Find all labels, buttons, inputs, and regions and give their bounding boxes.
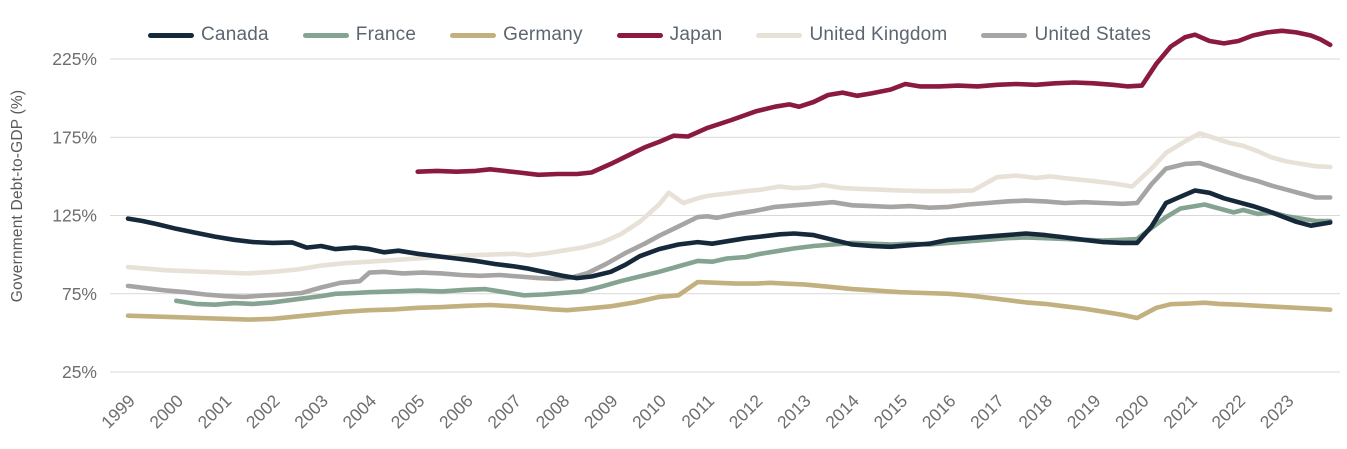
x-tick-label: 2018 xyxy=(1014,391,1056,433)
x-tick-label: 2007 xyxy=(483,391,525,433)
x-tick-label: 2019 xyxy=(1063,391,1105,433)
series-line-japan xyxy=(415,28,1333,178)
x-tick-label: 2002 xyxy=(242,391,284,433)
x-tick-label: 2017 xyxy=(966,391,1008,433)
x-tick-label: 2011 xyxy=(677,391,718,432)
legend-label: Japan xyxy=(669,24,723,45)
legend-label: France xyxy=(355,24,417,45)
legend-swatch-united-states xyxy=(981,32,1028,38)
series-lines xyxy=(125,28,1333,322)
y-tick-label: 225% xyxy=(52,49,97,69)
legend-item-united-kingdom: United Kingdom xyxy=(756,24,947,46)
series-line-united-kingdom xyxy=(125,131,1333,276)
legend-item-germany: Germany xyxy=(450,24,583,46)
x-tick-label: 2015 xyxy=(870,391,912,433)
legend-item-japan: Japan xyxy=(616,24,723,46)
series-line-united-states xyxy=(125,160,1333,300)
x-tick-label: 2004 xyxy=(339,391,381,433)
legend-item-france: France xyxy=(302,24,417,46)
x-tick-label: 2010 xyxy=(628,391,670,433)
x-tick-label: 2009 xyxy=(580,391,622,433)
series-line-france xyxy=(174,202,1333,308)
series-line-germany xyxy=(125,279,1333,322)
series-line-canada xyxy=(125,188,1333,281)
x-tick-label: 2006 xyxy=(435,391,477,433)
x-axis-tick-labels: 1999 2000 2001 2002 2003 2004 2005 2006 2007 2008… xyxy=(97,391,1297,433)
x-tick-label: 2008 xyxy=(532,391,574,433)
legend: Canada France Germany Japan United Kingdom Un… xyxy=(148,24,1151,46)
x-tick-label: 2021 xyxy=(1159,391,1201,433)
x-tick-label: 2003 xyxy=(290,391,332,433)
legend-swatch-france xyxy=(302,32,349,38)
y-tick-label: 175% xyxy=(52,127,97,147)
y-tick-label: 25% xyxy=(62,362,97,382)
legend-label: United Kingdom xyxy=(809,24,948,45)
legend-item-canada: Canada xyxy=(148,24,269,46)
legend-swatch-japan xyxy=(616,32,663,38)
x-tick-label: 2012 xyxy=(725,391,767,433)
x-tick-label: 2016 xyxy=(918,391,960,433)
legend-item-united-states: United States xyxy=(981,24,1151,46)
y-axis-title: Government Debt-to-GDP (%) xyxy=(9,90,26,303)
x-tick-label: 2020 xyxy=(1111,391,1153,433)
x-tick-label: 2023 xyxy=(1256,391,1298,433)
x-tick-label: 2005 xyxy=(387,391,429,433)
y-tick-label: 125% xyxy=(52,206,97,226)
legend-swatch-canada xyxy=(148,32,194,38)
x-tick-label: 2000 xyxy=(145,391,187,433)
legend-label: Germany xyxy=(503,24,583,45)
y-axis-tick-labels: 225% 175% 125% 75% 25% xyxy=(52,49,97,382)
legend-swatch-united-kingdom xyxy=(756,32,803,38)
legend-label: United States xyxy=(1034,24,1152,45)
y-tick-label: 75% xyxy=(62,284,97,304)
x-tick-label: 2014 xyxy=(821,391,863,433)
x-tick-label: 2022 xyxy=(1208,391,1250,433)
legend-label: Canada xyxy=(201,24,269,45)
x-tick-label: 1999 xyxy=(97,391,139,433)
x-tick-label: 2001 xyxy=(194,391,236,433)
x-tick-label: 2013 xyxy=(773,391,815,433)
legend-swatch-germany xyxy=(450,32,497,38)
